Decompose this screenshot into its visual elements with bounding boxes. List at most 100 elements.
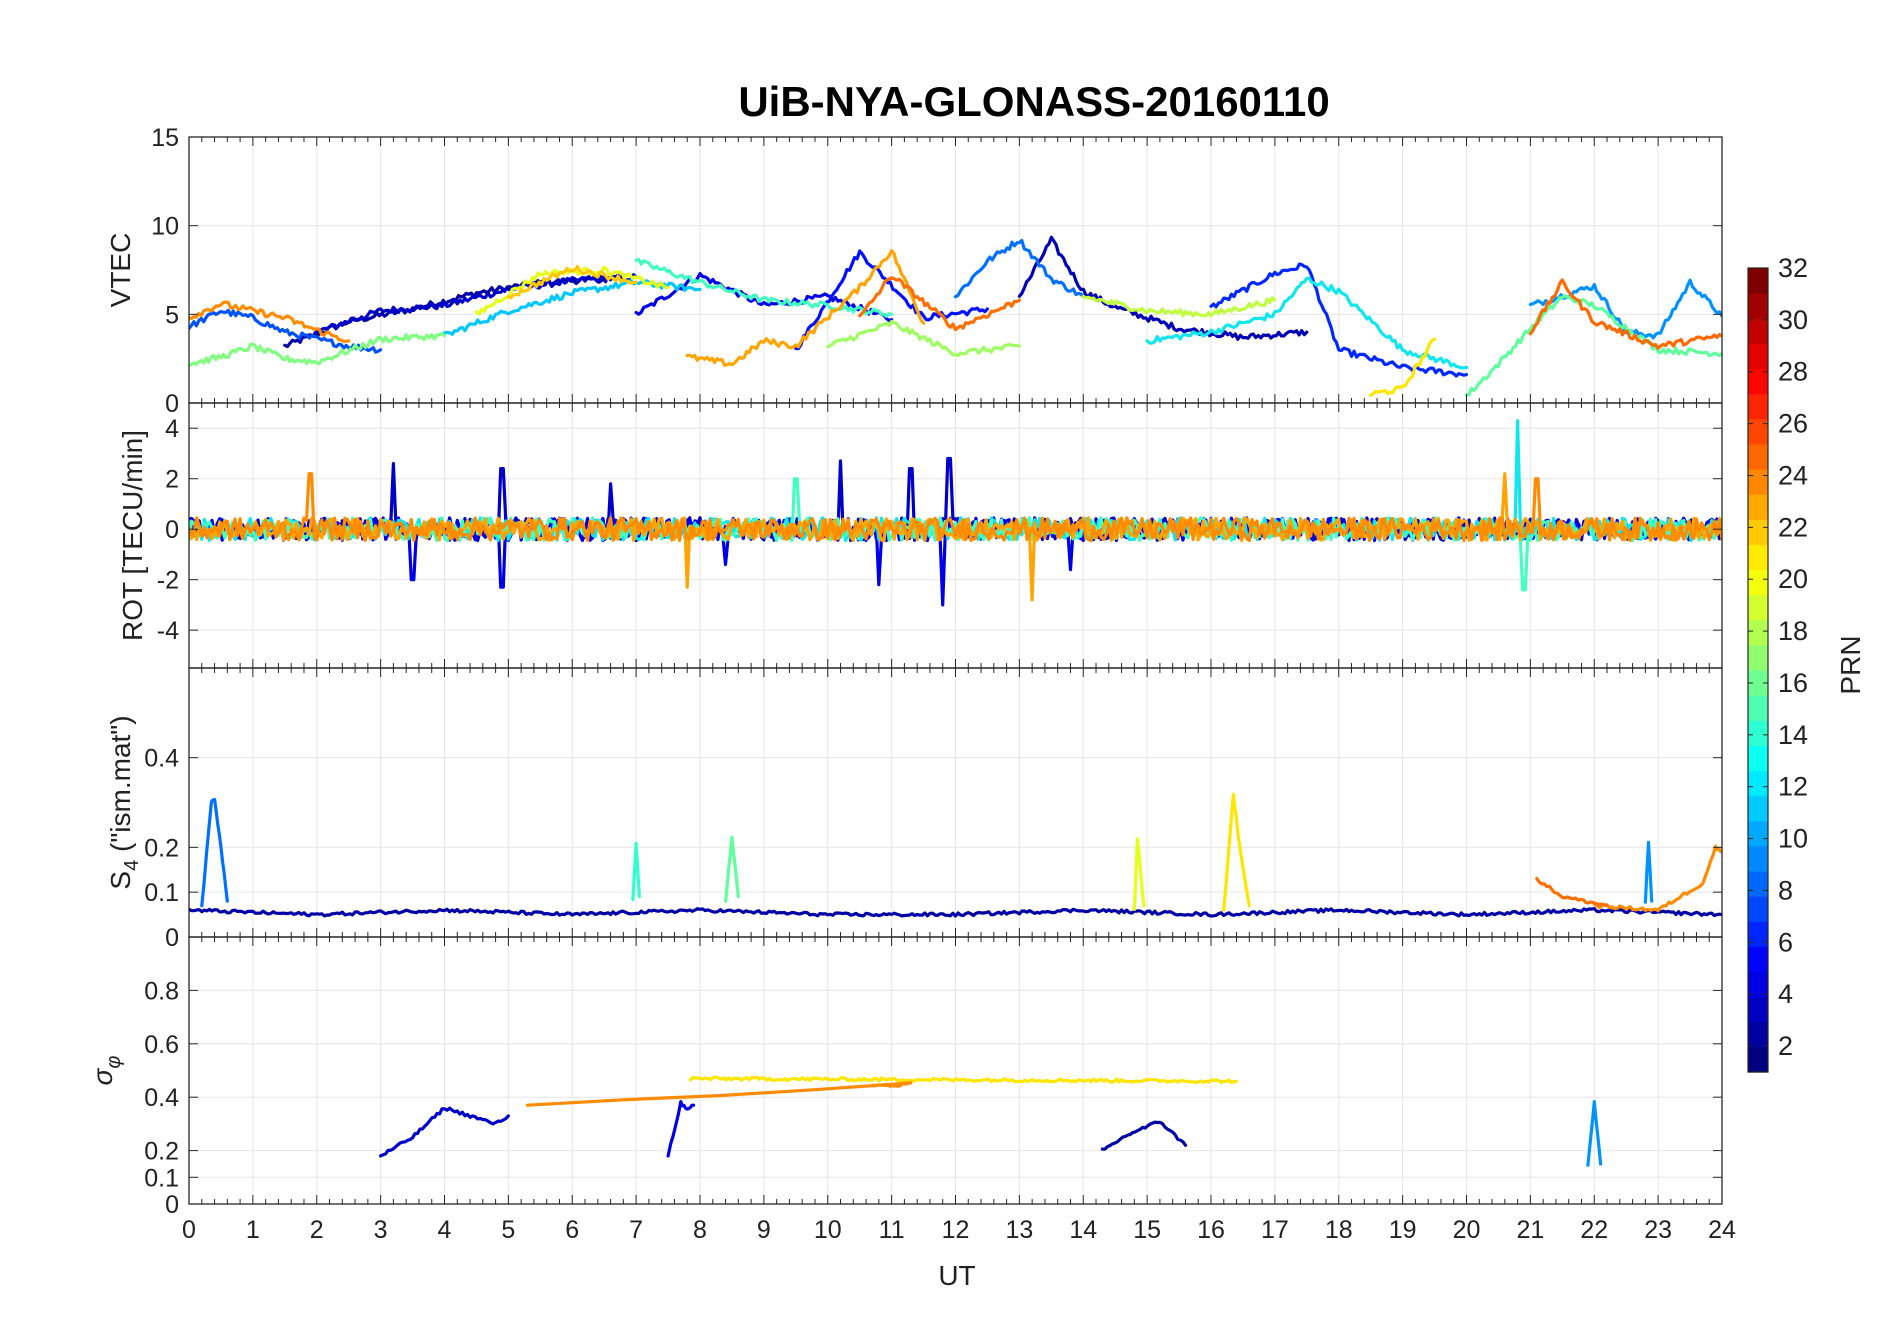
y-tick-label: 2 xyxy=(165,466,179,494)
colorbar-segment xyxy=(1748,318,1768,344)
series-line-prn-23 xyxy=(1592,844,1722,913)
series-line-prn-22 xyxy=(685,249,926,367)
colorbar-segment xyxy=(1748,343,1768,370)
y-tick-label: 0 xyxy=(165,924,179,952)
colorbar-frame xyxy=(1747,267,1769,1073)
series-line-prn-13 xyxy=(631,841,641,902)
series-line-prn-14 xyxy=(634,257,894,318)
colorbar-tick-label: 28 xyxy=(1778,357,1808,387)
colorbar-segment xyxy=(1748,770,1768,797)
series-line-prn-9 xyxy=(1643,840,1654,904)
panel-vtec: 0 5 10 15 VTEC xyxy=(105,124,1723,418)
x-tick-label: 14 xyxy=(1069,1216,1097,1244)
series-line-prn-24 xyxy=(1535,876,1609,908)
x-tick-label: 7 xyxy=(629,1216,643,1244)
colorbar-segment xyxy=(1748,619,1768,646)
x-tick-label: 12 xyxy=(942,1216,970,1244)
y-tick-label: 15 xyxy=(151,124,179,152)
colorbar-segment xyxy=(1748,971,1768,998)
colorbar-tick-label: 30 xyxy=(1778,305,1808,335)
series-line-prn-2 xyxy=(379,1106,510,1158)
series-line-prn-25 xyxy=(1528,278,1722,350)
y-tick-label: 0.4 xyxy=(144,1084,179,1112)
colorbar-segment xyxy=(1748,896,1768,922)
x-tick-label: 23 xyxy=(1644,1216,1672,1244)
colorbar-tick-label: 18 xyxy=(1778,616,1808,646)
x-tick-label: 3 xyxy=(374,1216,388,1244)
colorbar-segment xyxy=(1748,544,1768,571)
chart-title: UiB-NYA-GLONASS-20160110 xyxy=(738,78,1329,125)
y-tick-label: 0.1 xyxy=(144,1164,179,1192)
series-line-prn-22 xyxy=(189,472,1722,602)
colorbar-tick-label: 2 xyxy=(1778,1031,1793,1061)
series-line-prn-4 xyxy=(794,249,990,351)
colorbar-segment xyxy=(1748,795,1768,822)
y-tick-label: 0.6 xyxy=(144,1031,179,1059)
series-line-prn-8 xyxy=(953,238,1085,299)
series-line-prn-6 xyxy=(1209,262,1469,378)
colorbar-segment xyxy=(1748,1021,1768,1048)
y-tick-label: 0 xyxy=(165,390,179,418)
colorbar-segment xyxy=(1748,695,1768,721)
panel-rot: -4 -2 0 2 4 ROT [TECU/min] xyxy=(117,402,1723,669)
series-line-prn-20 xyxy=(1369,337,1437,397)
colorbar-tick-label: 12 xyxy=(1778,772,1808,802)
colorbar-segment xyxy=(1748,946,1768,973)
series-line-prn-17 xyxy=(826,319,1022,358)
colorbar-segment xyxy=(1748,1046,1768,1073)
colorbar-tick-label: 4 xyxy=(1778,979,1793,1009)
colorbar-segment xyxy=(1748,469,1768,495)
x-tick-label: 15 xyxy=(1133,1216,1161,1244)
colorbar-tick-label: 14 xyxy=(1778,720,1808,750)
x-tick-label: 6 xyxy=(565,1216,579,1244)
y-tick-label: 0.8 xyxy=(144,977,179,1005)
y-axis-label-s4: S4 ("ism.mat") xyxy=(105,715,143,889)
x-tick-label: 22 xyxy=(1580,1216,1608,1244)
panel-s4: 0 0.1 0.2 0.4S4 ("ism.mat") xyxy=(105,667,1723,952)
x-tick-label: 2 xyxy=(310,1216,324,1244)
colorbar-label: PRN xyxy=(1835,635,1866,694)
x-tick-label: 10 xyxy=(814,1216,842,1244)
colorbar-segment xyxy=(1748,921,1768,947)
colorbar-segment xyxy=(1748,569,1768,596)
series-line-prn-24 xyxy=(858,276,1022,332)
y-tick-label: -4 xyxy=(157,617,179,645)
series-line-prn-16 xyxy=(189,332,447,368)
y-tick-label: 0 xyxy=(165,1191,179,1219)
x-tick-label: 9 xyxy=(757,1216,771,1244)
colorbar-segment xyxy=(1748,644,1768,671)
colorbar-tick-label: 20 xyxy=(1778,564,1808,594)
y-tick-label: 0 xyxy=(165,516,179,544)
y-tick-label: 5 xyxy=(165,301,179,329)
colorbar-segment xyxy=(1748,418,1768,445)
colorbar-segment xyxy=(1748,293,1768,319)
y-tick-label: 0.1 xyxy=(144,879,179,907)
colorbar-segment xyxy=(1748,871,1768,897)
series-group xyxy=(189,235,1722,397)
colorbar-segment xyxy=(1748,670,1768,696)
series-group xyxy=(379,1075,1603,1167)
y-tick-label: -2 xyxy=(157,567,179,595)
x-axis-label: UT xyxy=(938,1260,975,1291)
colorbar-segment xyxy=(1748,594,1768,621)
y-axis-label-rot: ROT [TECU/min] xyxy=(117,430,148,641)
series-line-prn-8 xyxy=(200,797,229,908)
x-tick-label: 4 xyxy=(438,1216,452,1244)
x-tick-label: 17 xyxy=(1261,1216,1289,1244)
y-tick-label: 0.2 xyxy=(144,1138,179,1166)
series-line-prn-23 xyxy=(525,1081,913,1107)
series-line-prn-2 xyxy=(315,273,638,334)
colorbar-tick-label: 6 xyxy=(1778,927,1793,957)
x-tick-label: 18 xyxy=(1325,1216,1353,1244)
series-line-prn-7 xyxy=(189,308,383,354)
x-tick-label: 21 xyxy=(1516,1216,1544,1244)
series-line-prn-15 xyxy=(723,835,740,903)
colorbar-tick-label: 16 xyxy=(1778,668,1808,698)
x-tick-label: 20 xyxy=(1453,1216,1481,1244)
colorbar-segment xyxy=(1748,720,1768,746)
series-line-prn-23 xyxy=(189,472,1722,543)
